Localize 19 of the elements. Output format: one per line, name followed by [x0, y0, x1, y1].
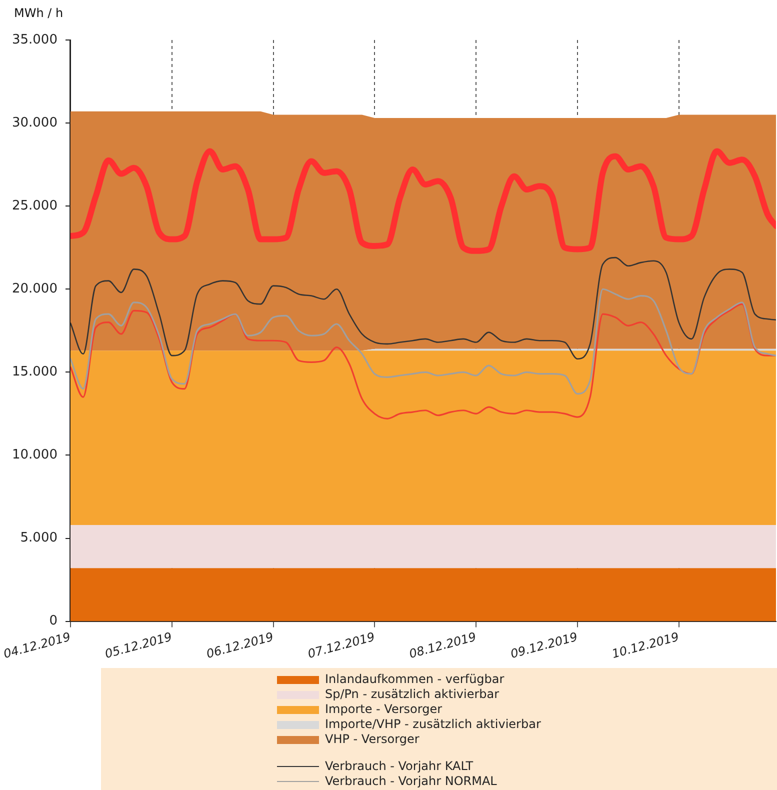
y-tick-label: 0: [49, 614, 58, 629]
line-series: [70, 256, 776, 360]
legend-label: Importe/VHP - zusätzlich aktivierbar: [325, 717, 541, 731]
y-tick-label: 20.000: [12, 282, 58, 297]
y-tick-label: 15.000: [12, 364, 58, 380]
legend-label: Importe - Versorger: [325, 702, 442, 716]
y-axis-title: MWh / h: [14, 6, 64, 20]
legend-label: Verbrauch - Vorjahr NORMAL: [325, 774, 497, 788]
y-tick-label: 5.000: [20, 530, 58, 546]
y-tick-label: 10.000: [12, 448, 58, 463]
line-series: [70, 303, 776, 420]
y-tick-label: 25.000: [12, 198, 58, 214]
y-tick-label: 35.000: [12, 32, 58, 48]
legend-label: Sp/Pn - zusätzlich aktivierbar: [325, 687, 500, 701]
legend-label: Verbrauch - Vorjahr KALT: [325, 759, 474, 773]
y-tick-label: 30.000: [12, 115, 58, 130]
legend-label: VHP - Versorger: [325, 732, 420, 746]
legend-label: Inlandaufkommen - verfügbar: [325, 672, 504, 686]
line-series: [70, 288, 776, 395]
